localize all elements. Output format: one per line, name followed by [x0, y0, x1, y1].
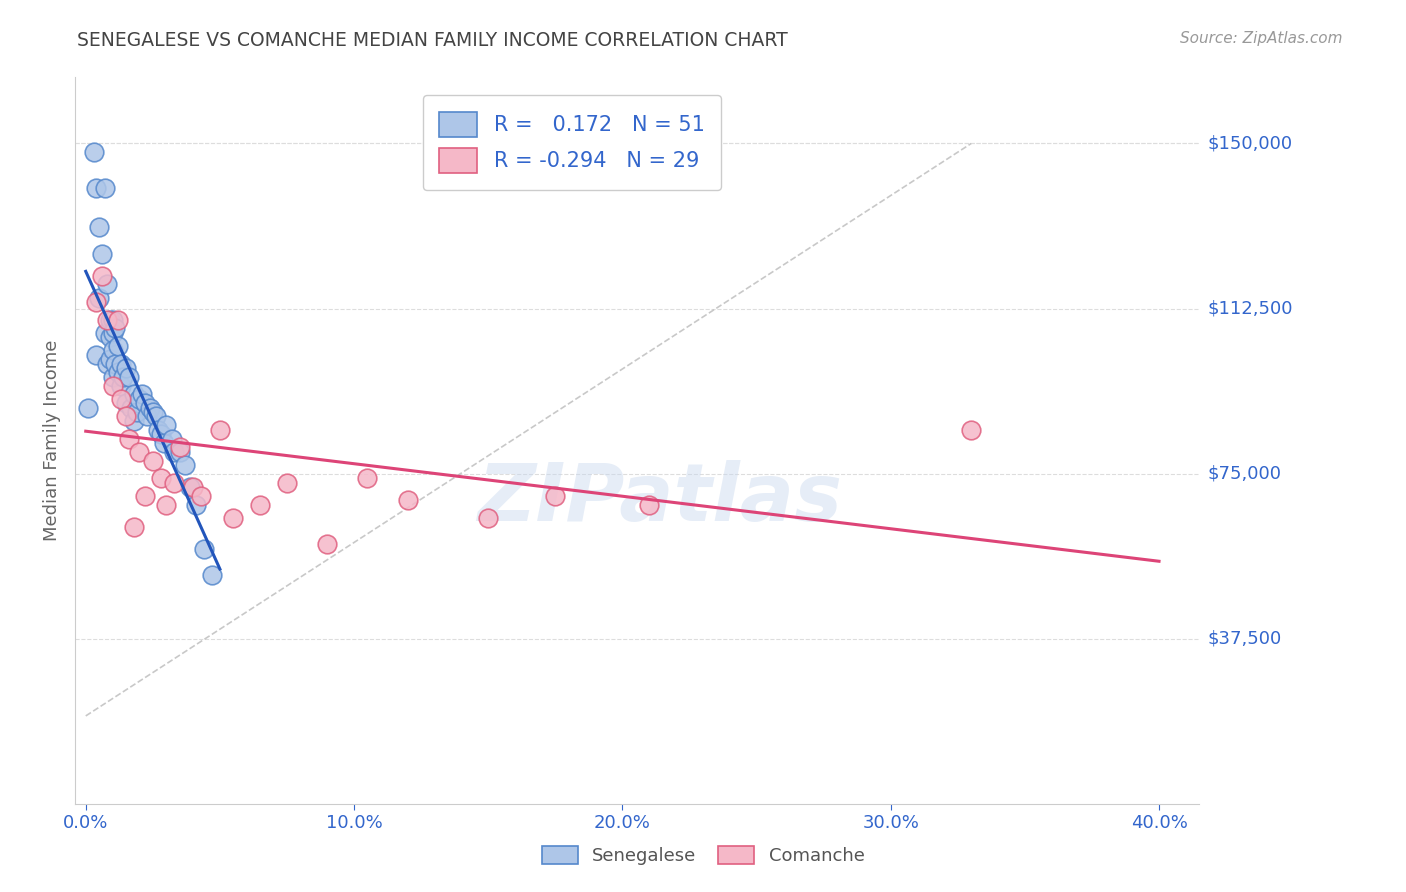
- Legend: R =   0.172   N = 51, R = -0.294   N = 29: R = 0.172 N = 51, R = -0.294 N = 29: [423, 95, 721, 190]
- Point: [356, 471, 378, 485]
- Point: [155, 498, 177, 512]
- Point: [155, 418, 177, 433]
- Point: [193, 541, 215, 556]
- Point: [98, 312, 121, 326]
- Point: [93, 180, 115, 194]
- Point: [174, 458, 197, 472]
- Point: [163, 475, 186, 490]
- Point: [101, 369, 124, 384]
- Point: [148, 423, 170, 437]
- Point: [163, 444, 186, 458]
- Point: [638, 498, 661, 512]
- Point: [181, 480, 204, 494]
- Point: [134, 396, 156, 410]
- Point: [115, 396, 138, 410]
- Point: [90, 246, 112, 260]
- Point: [98, 352, 121, 367]
- Point: [184, 498, 207, 512]
- Point: [96, 312, 118, 326]
- Point: [222, 510, 245, 524]
- Point: [145, 409, 167, 424]
- Point: [122, 387, 145, 401]
- Text: $112,500: $112,500: [1208, 300, 1294, 318]
- Point: [149, 471, 172, 485]
- Point: [142, 405, 165, 419]
- Point: [169, 444, 191, 458]
- Point: [77, 401, 100, 415]
- Point: [149, 427, 172, 442]
- Y-axis label: Median Family Income: Median Family Income: [44, 340, 60, 541]
- Point: [152, 436, 174, 450]
- Point: [160, 432, 183, 446]
- Point: [110, 378, 132, 392]
- Point: [101, 312, 124, 326]
- Point: [96, 357, 118, 371]
- Point: [120, 401, 142, 415]
- Point: [101, 378, 124, 392]
- Text: $37,500: $37,500: [1208, 630, 1282, 648]
- Point: [96, 277, 118, 292]
- Point: [98, 330, 121, 344]
- Point: [107, 312, 129, 326]
- Point: [477, 510, 499, 524]
- Point: [208, 423, 231, 437]
- Point: [89, 291, 111, 305]
- Point: [249, 498, 271, 512]
- Point: [107, 339, 129, 353]
- Point: [139, 401, 162, 415]
- Point: [93, 326, 115, 340]
- Point: [104, 321, 127, 335]
- Point: [110, 392, 132, 406]
- Point: [201, 568, 224, 582]
- Point: [101, 343, 124, 358]
- Point: [86, 348, 108, 362]
- Point: [136, 409, 159, 424]
- Legend: Senegalese, Comanche: Senegalese, Comanche: [534, 838, 872, 872]
- Point: [142, 453, 165, 467]
- Text: Source: ZipAtlas.com: Source: ZipAtlas.com: [1180, 31, 1343, 46]
- Point: [89, 220, 111, 235]
- Point: [118, 432, 141, 446]
- Text: ZIPatlas: ZIPatlas: [477, 460, 842, 538]
- Point: [115, 409, 138, 424]
- Point: [960, 423, 983, 437]
- Point: [104, 357, 127, 371]
- Point: [107, 366, 129, 380]
- Text: $75,000: $75,000: [1208, 465, 1281, 483]
- Point: [122, 519, 145, 533]
- Point: [179, 480, 201, 494]
- Point: [134, 489, 156, 503]
- Point: [544, 489, 567, 503]
- Point: [122, 414, 145, 428]
- Point: [112, 369, 135, 384]
- Point: [86, 295, 108, 310]
- Point: [125, 405, 148, 419]
- Text: SENEGALESE VS COMANCHE MEDIAN FAMILY INCOME CORRELATION CHART: SENEGALESE VS COMANCHE MEDIAN FAMILY INC…: [77, 31, 789, 50]
- Point: [131, 387, 153, 401]
- Point: [86, 180, 108, 194]
- Point: [316, 537, 339, 551]
- Point: [90, 268, 112, 283]
- Text: $150,000: $150,000: [1208, 135, 1292, 153]
- Point: [190, 489, 212, 503]
- Point: [276, 475, 298, 490]
- Point: [118, 369, 141, 384]
- Point: [169, 440, 191, 454]
- Point: [128, 392, 150, 406]
- Point: [101, 326, 124, 340]
- Point: [83, 145, 105, 160]
- Point: [110, 357, 132, 371]
- Point: [396, 493, 419, 508]
- Point: [128, 444, 150, 458]
- Point: [115, 361, 138, 376]
